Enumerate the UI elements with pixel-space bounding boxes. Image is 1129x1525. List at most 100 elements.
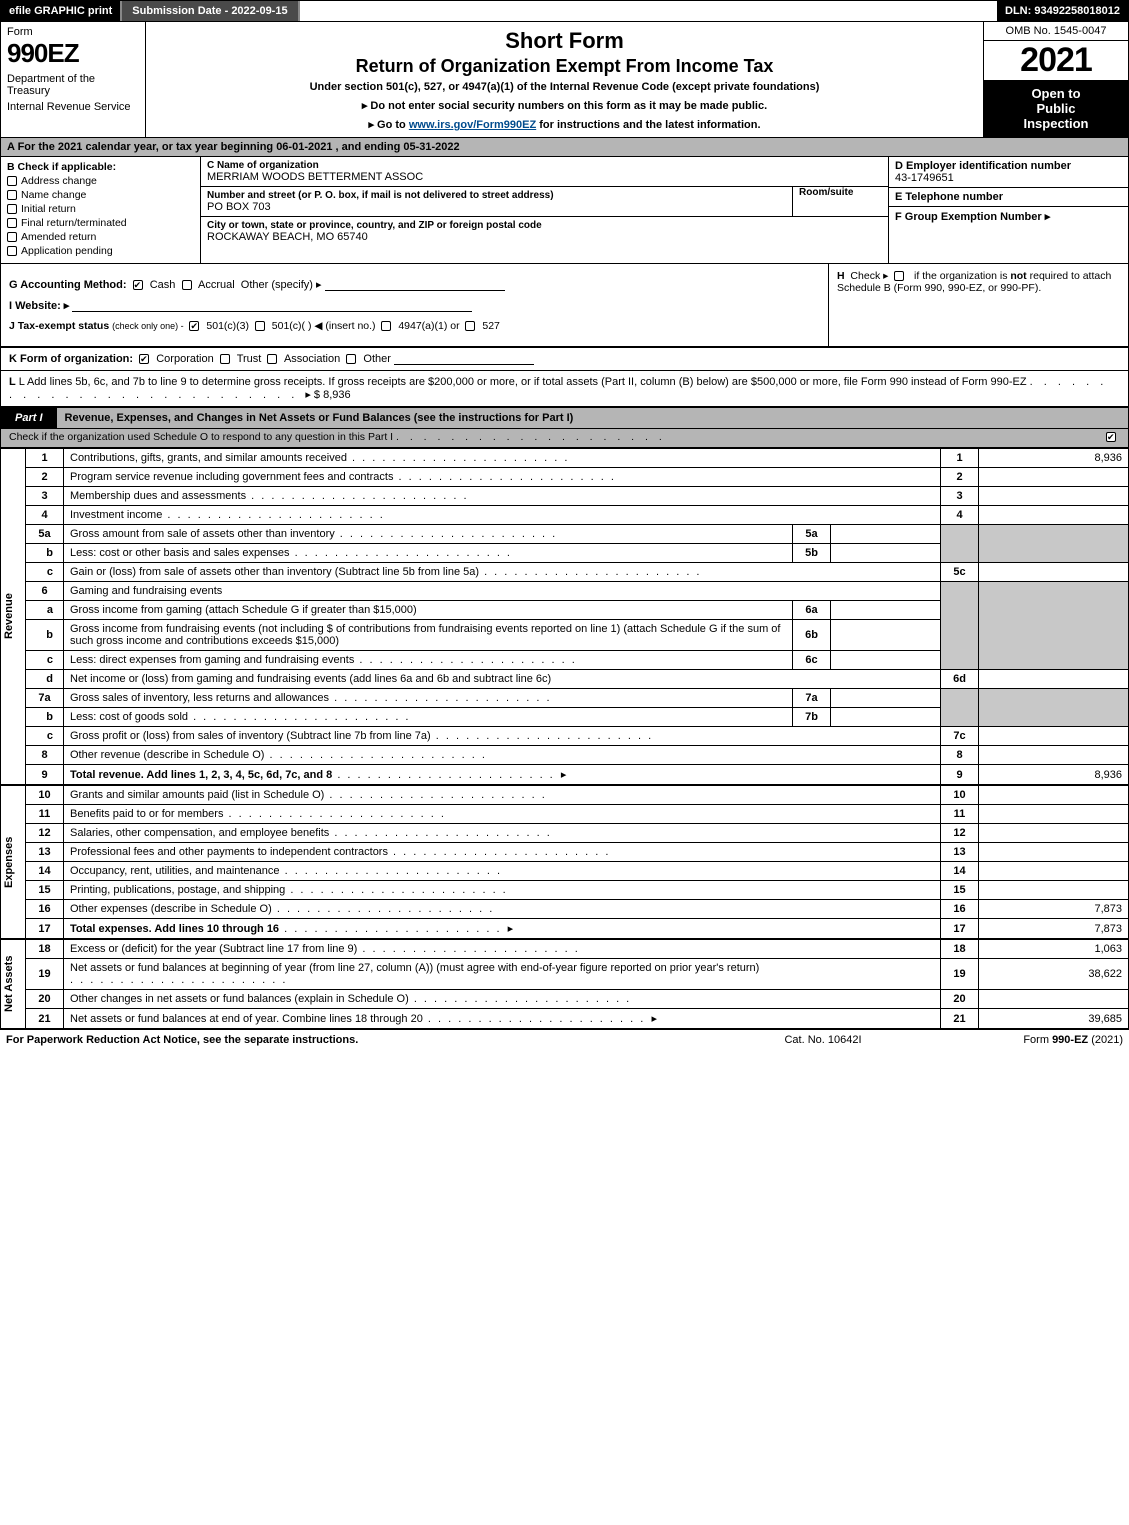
l-value: 8,936: [323, 389, 351, 401]
j-label: J Tax-exempt status: [9, 320, 109, 332]
line-rn: 11: [941, 805, 979, 824]
expenses-group: Expenses 10Grants and similar amounts pa…: [0, 785, 1129, 939]
line-rn: 14: [941, 862, 979, 881]
col-c-block: C Name of organization MERRIAM WOODS BET…: [201, 157, 1128, 263]
revenue-table: 1Contributions, gifts, grants, and simil…: [25, 448, 1129, 785]
part-1-schedule-o-checkbox[interactable]: [1106, 432, 1116, 442]
line-17: 17Total expenses. Add lines 10 through 1…: [26, 919, 1129, 939]
line-2: 2Program service revenue including gover…: [26, 468, 1129, 487]
line-rn: 13: [941, 843, 979, 862]
k-trust-checkbox[interactable]: [220, 354, 230, 364]
g-other-input[interactable]: [325, 279, 505, 291]
g-accounting-line: G Accounting Method: Cash Accrual Other …: [9, 278, 820, 291]
line-mn: 5a: [793, 525, 831, 544]
line-desc: Occupancy, rent, utilities, and maintena…: [70, 865, 280, 877]
net-assets-group: Net Assets 18Excess or (deficit) for the…: [0, 939, 1129, 1029]
dots: [70, 974, 287, 986]
j-501c3-checkbox[interactable]: [189, 321, 199, 331]
line-desc: Other expenses (describe in Schedule O): [70, 903, 272, 915]
g-cash-checkbox[interactable]: [133, 280, 143, 290]
line-num: 15: [26, 881, 64, 900]
line-num: c: [26, 563, 64, 582]
line-desc: Printing, publications, postage, and shi…: [70, 884, 285, 896]
k-corp-label: Corporation: [156, 353, 213, 365]
f-group-cell: F Group Exemption Number ▸: [889, 207, 1128, 226]
revenue-side-label: Revenue: [1, 448, 25, 785]
line-desc: Total revenue. Add lines 1, 2, 3, 4, 5c,…: [70, 769, 332, 781]
line-desc: Net assets or fund balances at beginning…: [70, 962, 759, 974]
line-4: 4Investment income4: [26, 506, 1129, 525]
j-527-checkbox[interactable]: [465, 321, 475, 331]
i-label: I Website: ▸: [9, 300, 69, 312]
section-g-h-i-j: G Accounting Method: Cash Accrual Other …: [0, 264, 1129, 347]
line-14: 14 Occupancy, rent, utilities, and mainte…: [26, 862, 1129, 881]
chk-name-change[interactable]: Name change: [7, 189, 194, 201]
irs-link[interactable]: www.irs.gov/Form990EZ: [409, 119, 536, 131]
goto-post: for instructions and the latest informat…: [536, 119, 760, 131]
line-desc: Less: direct expenses from gaming and fu…: [70, 654, 354, 666]
open-line-1: Open to: [988, 86, 1124, 101]
line-desc: Grants and similar amounts paid (list in…: [70, 789, 324, 801]
i-website-input[interactable]: [72, 300, 472, 312]
line-val: 7,873: [979, 919, 1129, 939]
topbar-filler: [300, 1, 997, 21]
line-1: 1Contributions, gifts, grants, and simil…: [26, 449, 1129, 468]
dots: [329, 827, 551, 839]
chk-final-return[interactable]: Final return/terminated: [7, 217, 194, 229]
dots: [332, 769, 554, 781]
line-mn: 7a: [793, 689, 831, 708]
line-rn: 17: [941, 919, 979, 939]
line-5c: c Gain or (loss) from sale of assets othe…: [26, 563, 1129, 582]
org-name-cell: C Name of organization MERRIAM WOODS BET…: [201, 157, 888, 187]
line-num: 7a: [26, 689, 64, 708]
line-num: 8: [26, 746, 64, 765]
section-l: L L Add lines 5b, 6c, and 7b to line 9 t…: [0, 371, 1129, 407]
d-ein-label: D Employer identification number: [895, 160, 1122, 172]
dots: [324, 789, 546, 801]
line-desc: Gross income from gaming (attach Schedul…: [70, 604, 417, 616]
footer-form-pre: Form: [1023, 1034, 1052, 1046]
line-val: [979, 843, 1129, 862]
line-8: 8Other revenue (describe in Schedule O)8: [26, 746, 1129, 765]
line-rn: 6d: [941, 670, 979, 689]
part-1-title: Revenue, Expenses, and Changes in Net As…: [57, 408, 1128, 428]
j-501c-checkbox[interactable]: [255, 321, 265, 331]
line-val: 8,936: [979, 765, 1129, 785]
line-rn: 19: [941, 959, 979, 990]
line-mv: [831, 544, 941, 563]
line-desc: Contributions, gifts, grants, and simila…: [70, 452, 347, 464]
chk-address-label: Address change: [21, 175, 97, 187]
line-mn: 6b: [793, 620, 831, 651]
g-accrual-checkbox[interactable]: [182, 280, 192, 290]
g-cash-label: Cash: [150, 279, 176, 291]
line-16: 16Other expenses (describe in Schedule O…: [26, 900, 1129, 919]
d-ein-cell: D Employer identification number 43-1749…: [889, 157, 1128, 188]
k-corp-checkbox[interactable]: [139, 354, 149, 364]
omb-number: OMB No. 1545-0047: [984, 22, 1128, 41]
line-val: 8,936: [979, 449, 1129, 468]
chk-application-pending[interactable]: Application pending: [7, 245, 194, 257]
efile-graphic-print[interactable]: efile GRAPHIC print: [1, 1, 120, 21]
f-group-label: F Group Exemption Number ▸: [895, 210, 1122, 223]
line-rn: 4: [941, 506, 979, 525]
chk-address-change[interactable]: Address change: [7, 175, 194, 187]
j-4947-checkbox[interactable]: [381, 321, 391, 331]
line-val: 39,685: [979, 1009, 1129, 1029]
h-checkbox[interactable]: [894, 271, 904, 281]
e-phone-cell: E Telephone number: [889, 188, 1128, 207]
k-assoc-checkbox[interactable]: [267, 354, 277, 364]
line-num: 9: [26, 765, 64, 785]
col-b-checkboxes: B Check if applicable: Address change Na…: [1, 157, 201, 263]
line-desc: Gross profit or (loss) from sales of inv…: [70, 730, 431, 742]
checkbox-icon: [7, 204, 17, 214]
line-num: b: [26, 620, 64, 651]
line-num: 13: [26, 843, 64, 862]
k-other-input[interactable]: [394, 353, 534, 365]
line-19: 19 Net assets or fund balances at beginni…: [26, 959, 1129, 990]
line-num: c: [26, 727, 64, 746]
line-desc: Gain or (loss) from sale of assets other…: [70, 566, 479, 578]
chk-initial-return[interactable]: Initial return: [7, 203, 194, 215]
k-other-checkbox[interactable]: [346, 354, 356, 364]
chk-amended-return[interactable]: Amended return: [7, 231, 194, 243]
line-desc: Other revenue (describe in Schedule O): [70, 749, 264, 761]
